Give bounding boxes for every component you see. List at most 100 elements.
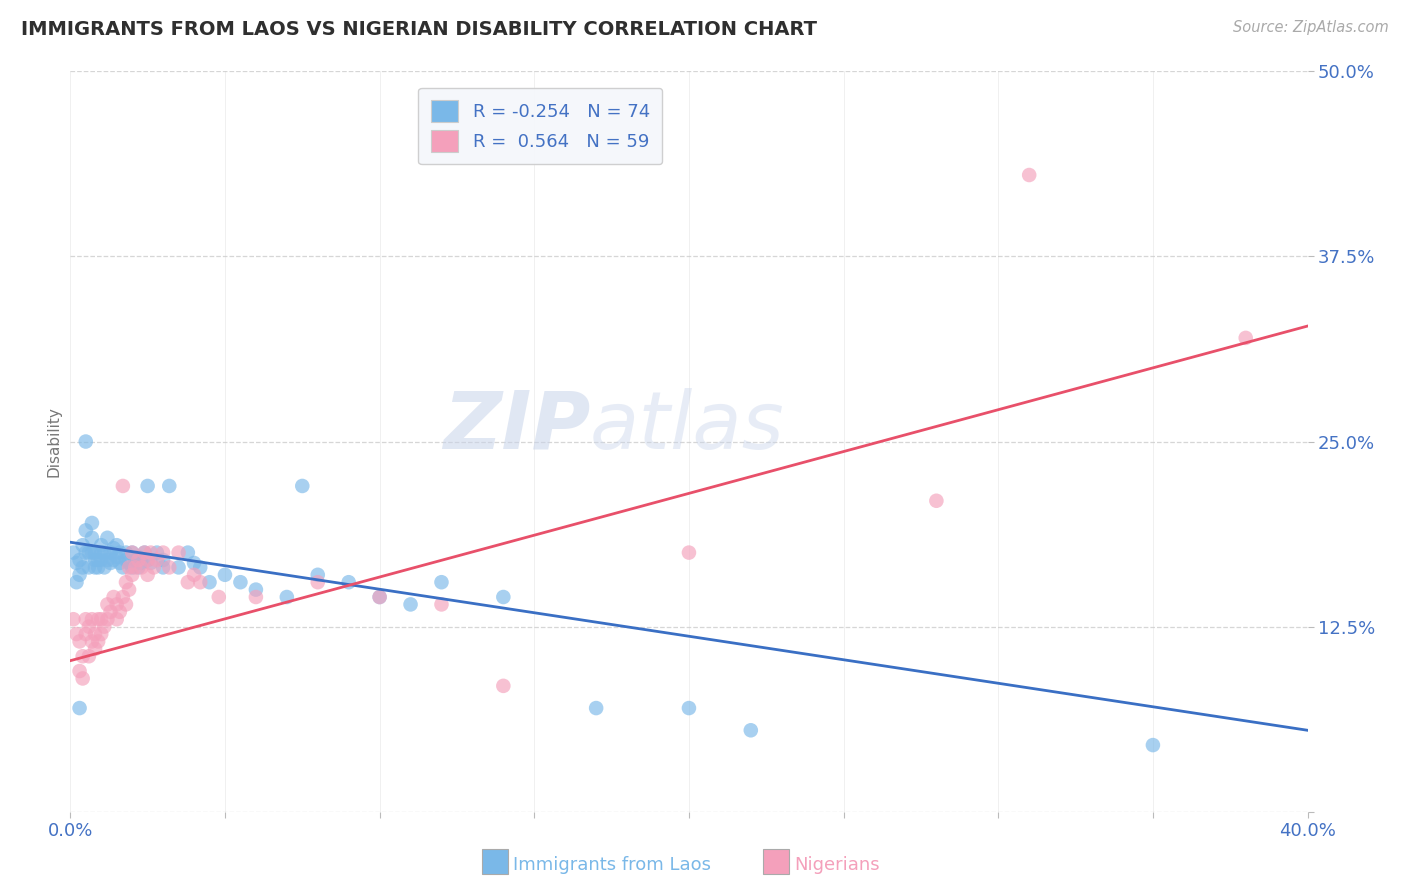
Point bbox=[111, 560, 134, 574]
Point bbox=[108, 605, 131, 619]
Point bbox=[678, 701, 700, 715]
Point bbox=[124, 553, 146, 567]
Point bbox=[96, 553, 118, 567]
Point bbox=[72, 560, 94, 574]
Point bbox=[93, 619, 115, 633]
Point bbox=[87, 634, 110, 648]
Point bbox=[115, 598, 138, 612]
Point bbox=[136, 567, 159, 582]
Point bbox=[75, 612, 97, 626]
Text: Immigrants from Laos: Immigrants from Laos bbox=[513, 856, 711, 874]
Point bbox=[124, 560, 146, 574]
Point bbox=[100, 605, 122, 619]
Point bbox=[1234, 331, 1257, 345]
Point bbox=[65, 627, 87, 641]
Point bbox=[84, 641, 107, 656]
Point bbox=[93, 560, 115, 574]
Point bbox=[127, 560, 149, 574]
Point bbox=[96, 598, 118, 612]
Point bbox=[188, 560, 211, 574]
Point bbox=[152, 546, 174, 560]
Point bbox=[183, 567, 205, 582]
Point bbox=[430, 598, 453, 612]
Point bbox=[87, 553, 110, 567]
Text: atlas: atlas bbox=[591, 388, 785, 466]
Point bbox=[1142, 738, 1164, 752]
Bar bbox=[482, 849, 508, 874]
Text: Source: ZipAtlas.com: Source: ZipAtlas.com bbox=[1233, 20, 1389, 35]
Point bbox=[111, 479, 134, 493]
Point bbox=[368, 590, 391, 604]
Point bbox=[105, 612, 128, 626]
Point bbox=[678, 546, 700, 560]
Point bbox=[208, 590, 231, 604]
Point bbox=[80, 516, 103, 530]
Point bbox=[121, 546, 143, 560]
Point bbox=[103, 541, 125, 556]
Point bbox=[93, 546, 115, 560]
Point bbox=[152, 553, 174, 567]
Point bbox=[111, 590, 134, 604]
Point bbox=[177, 546, 200, 560]
Point bbox=[136, 553, 159, 567]
Point bbox=[188, 575, 211, 590]
Point bbox=[75, 546, 97, 560]
Point bbox=[69, 701, 91, 715]
Point bbox=[105, 598, 128, 612]
Point bbox=[103, 590, 125, 604]
Point bbox=[80, 612, 103, 626]
Point bbox=[84, 546, 107, 560]
Point bbox=[69, 664, 91, 678]
Point bbox=[62, 546, 84, 560]
Point bbox=[100, 546, 122, 560]
Point bbox=[245, 590, 267, 604]
Point bbox=[276, 590, 298, 604]
Point bbox=[118, 560, 141, 574]
Point bbox=[80, 546, 103, 560]
Point bbox=[115, 553, 138, 567]
Text: IMMIGRANTS FROM LAOS VS NIGERIAN DISABILITY CORRELATION CHART: IMMIGRANTS FROM LAOS VS NIGERIAN DISABIL… bbox=[21, 20, 817, 38]
Point bbox=[136, 479, 159, 493]
Legend: R = -0.254   N = 74, R =  0.564   N = 59: R = -0.254 N = 74, R = 0.564 N = 59 bbox=[419, 87, 662, 164]
Point bbox=[167, 546, 190, 560]
Point bbox=[142, 560, 165, 574]
Point bbox=[492, 590, 515, 604]
Point bbox=[108, 546, 131, 560]
Text: Nigerians: Nigerians bbox=[794, 856, 880, 874]
Point bbox=[65, 556, 87, 570]
Point bbox=[337, 575, 360, 590]
Text: ZIP: ZIP bbox=[443, 388, 591, 466]
Point bbox=[157, 560, 180, 574]
Point bbox=[105, 549, 128, 564]
Point bbox=[127, 549, 149, 564]
Point bbox=[75, 434, 97, 449]
Point bbox=[134, 546, 156, 560]
Point bbox=[131, 556, 153, 570]
Point bbox=[430, 575, 453, 590]
Point bbox=[121, 546, 143, 560]
Point bbox=[146, 546, 169, 560]
Point bbox=[77, 546, 100, 560]
Bar bbox=[763, 849, 789, 874]
Point bbox=[80, 634, 103, 648]
Point bbox=[77, 619, 100, 633]
Point bbox=[167, 560, 190, 574]
Point bbox=[84, 560, 107, 574]
Point bbox=[96, 531, 118, 545]
Point bbox=[152, 560, 174, 574]
Point bbox=[307, 575, 329, 590]
Point bbox=[368, 590, 391, 604]
Point bbox=[925, 493, 948, 508]
Point bbox=[139, 546, 162, 560]
Point bbox=[183, 556, 205, 570]
Point bbox=[127, 553, 149, 567]
Point bbox=[90, 627, 112, 641]
Point bbox=[90, 546, 112, 560]
Point bbox=[87, 560, 110, 574]
Point bbox=[75, 627, 97, 641]
Point bbox=[84, 553, 107, 567]
Point bbox=[96, 612, 118, 626]
Point bbox=[90, 553, 112, 567]
Point bbox=[134, 546, 156, 560]
Point bbox=[108, 556, 131, 570]
